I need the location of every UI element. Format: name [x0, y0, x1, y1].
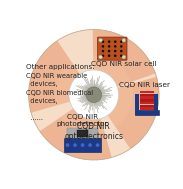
FancyBboxPatch shape [140, 99, 154, 101]
FancyBboxPatch shape [135, 94, 139, 115]
FancyBboxPatch shape [140, 96, 154, 99]
Wedge shape [55, 62, 94, 105]
Circle shape [66, 143, 69, 147]
FancyBboxPatch shape [67, 128, 98, 138]
Circle shape [108, 54, 110, 57]
Circle shape [88, 143, 92, 147]
Wedge shape [94, 77, 159, 149]
FancyBboxPatch shape [135, 110, 159, 115]
FancyBboxPatch shape [140, 105, 154, 107]
Circle shape [108, 45, 110, 48]
Circle shape [114, 40, 117, 43]
Circle shape [99, 38, 102, 42]
FancyBboxPatch shape [98, 37, 127, 60]
Text: CQD NIR
optoelectronics: CQD NIR optoelectronics [64, 122, 123, 141]
Wedge shape [93, 29, 156, 95]
Circle shape [114, 50, 117, 52]
FancyBboxPatch shape [140, 107, 154, 110]
Circle shape [102, 45, 104, 48]
Text: Other applications:: Other applications: [26, 64, 94, 70]
Circle shape [122, 38, 126, 42]
Circle shape [96, 143, 100, 147]
Wedge shape [94, 84, 133, 127]
Circle shape [102, 54, 104, 57]
Circle shape [102, 40, 104, 43]
Circle shape [73, 143, 77, 147]
FancyBboxPatch shape [140, 102, 154, 104]
Circle shape [120, 45, 123, 48]
FancyBboxPatch shape [64, 138, 101, 152]
Circle shape [108, 50, 110, 52]
Circle shape [108, 40, 110, 43]
Circle shape [86, 87, 102, 103]
Wedge shape [93, 56, 131, 95]
Wedge shape [29, 41, 94, 113]
Circle shape [122, 55, 126, 59]
Circle shape [114, 54, 117, 57]
FancyBboxPatch shape [154, 94, 158, 115]
Text: CQD NIR wearable
  devices,
CQD NIR biomedical
  devices,

  ......: CQD NIR wearable devices, CQD NIR biomed… [26, 73, 93, 121]
FancyBboxPatch shape [77, 130, 88, 137]
Circle shape [114, 45, 117, 48]
Text: CQD NIR solar cell: CQD NIR solar cell [91, 61, 156, 67]
FancyBboxPatch shape [140, 94, 154, 96]
Text: CQD NIR
photodetector: CQD NIR photodetector [57, 114, 108, 127]
Wedge shape [40, 95, 112, 160]
Wedge shape [61, 95, 104, 134]
Circle shape [120, 40, 123, 43]
Circle shape [29, 29, 159, 160]
Circle shape [102, 50, 104, 52]
Circle shape [81, 143, 84, 147]
Circle shape [120, 54, 123, 57]
Text: CQD NIR laser: CQD NIR laser [119, 82, 170, 88]
Circle shape [99, 55, 102, 59]
Circle shape [69, 70, 119, 120]
FancyBboxPatch shape [140, 91, 154, 93]
Circle shape [120, 50, 123, 52]
